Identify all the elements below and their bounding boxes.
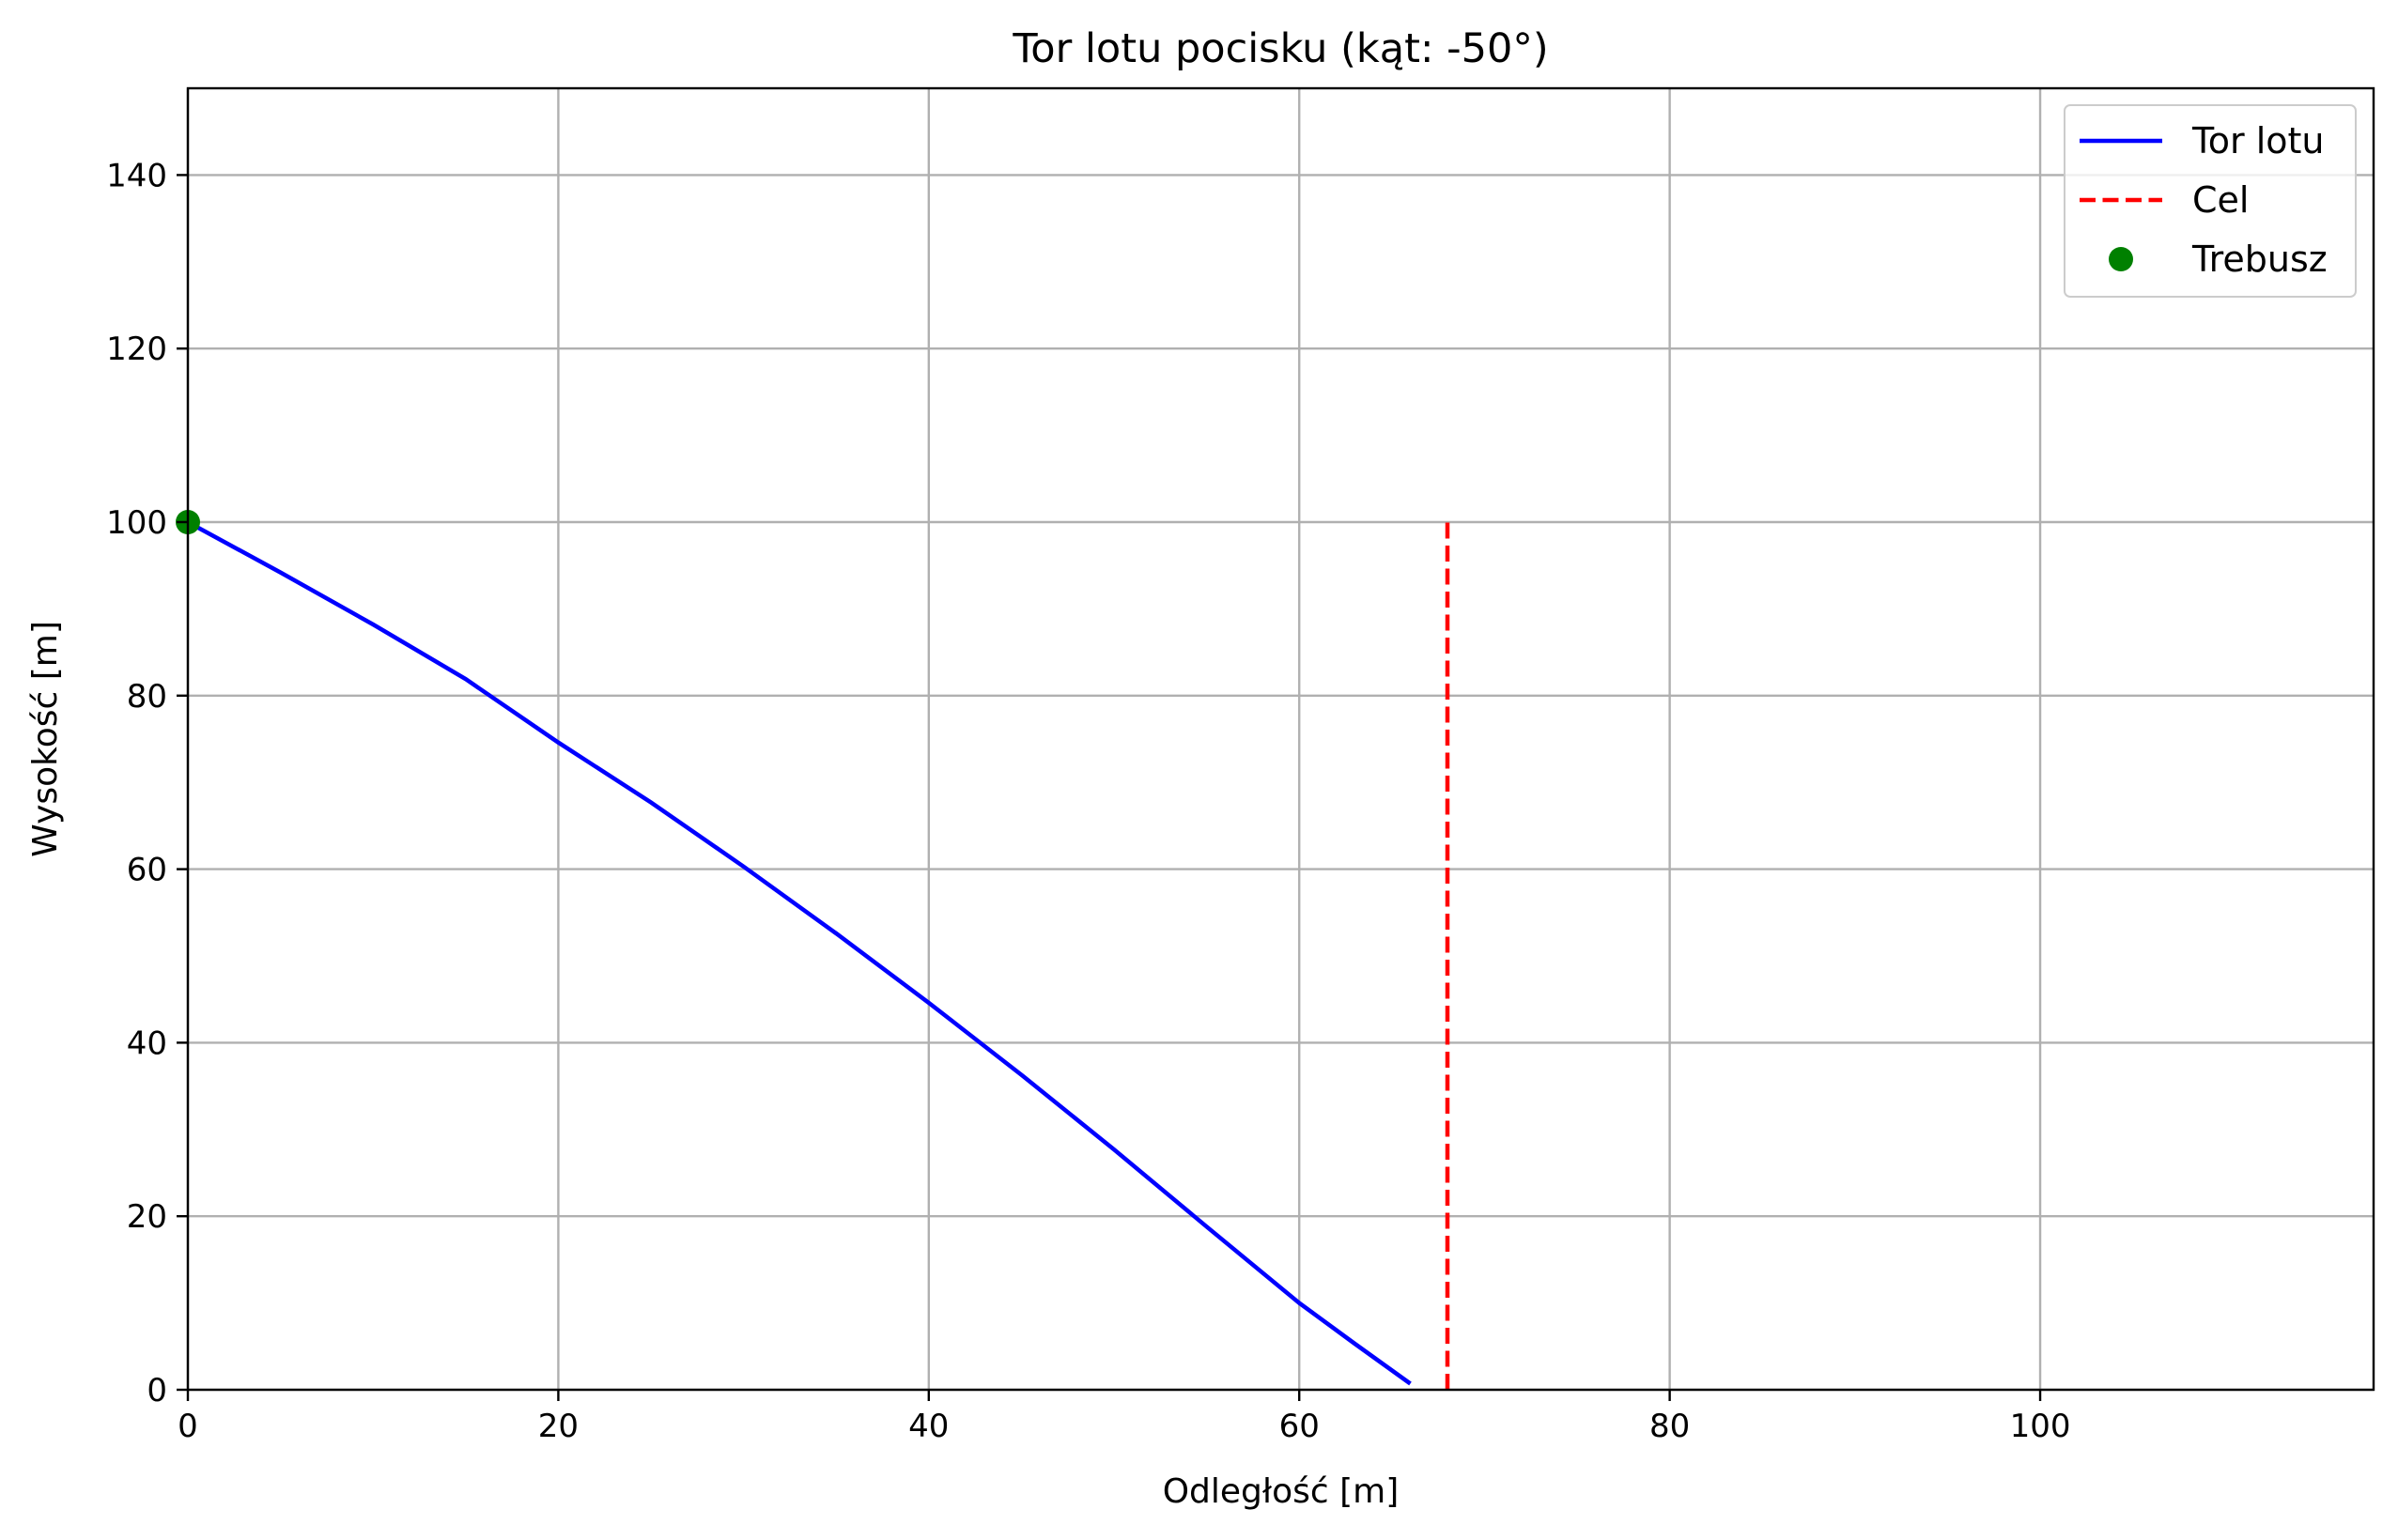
x-tick-label: 80 [1649, 1408, 1690, 1445]
grid [186, 88, 2374, 1392]
y-tick-label: 140 [106, 157, 167, 194]
legend-label-cel: Cel [2192, 179, 2249, 221]
series-tor-lotu-line [186, 520, 1412, 1386]
y-tick-label: 0 [147, 1372, 167, 1409]
legend-label-tor-lotu: Tor lotu [2191, 120, 2325, 162]
x-tick-label: 20 [538, 1408, 579, 1445]
y-tick-label: 100 [106, 504, 167, 542]
x-tick-label: 40 [908, 1408, 949, 1445]
y-tick-label: 120 [106, 331, 167, 368]
y-tick-label: 20 [127, 1198, 167, 1236]
y-axis-label: Wysokość [m] [26, 621, 65, 857]
y-tick-label: 80 [127, 678, 167, 716]
plot-frame [186, 86, 2375, 1392]
x-tick-label: 60 [1279, 1408, 1320, 1445]
y-tick-label: 60 [127, 852, 167, 889]
legend-swatch-trebusz [2109, 247, 2133, 271]
axis-ticks: 0 20 40 60 80 100 0 20 40 60 80 100 120 140 [106, 157, 2070, 1445]
legend: Tor lotu Cel Trebusz [2064, 104, 2357, 298]
x-tick-label: 0 [178, 1408, 198, 1445]
legend-label-trebusz: Trebusz [2191, 239, 2328, 280]
x-axis-label: Odległość [m] [1163, 1472, 1400, 1511]
chart-title: Tor lotu pocisku (kąt: -50°) [1012, 25, 1548, 72]
y-tick-label: 40 [127, 1024, 167, 1062]
x-tick-label: 100 [2010, 1408, 2071, 1445]
legend-box [2064, 104, 2357, 298]
